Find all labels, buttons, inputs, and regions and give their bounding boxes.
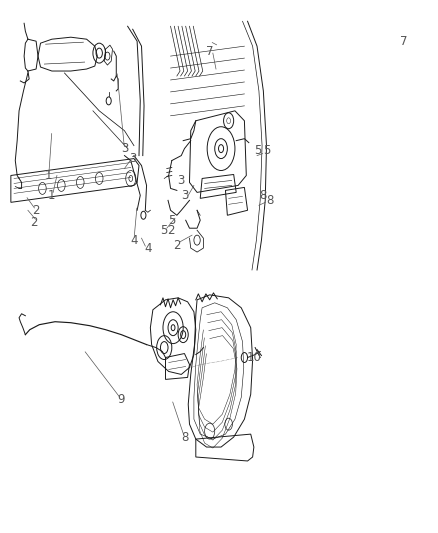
Text: 3: 3 xyxy=(129,152,136,165)
Text: 8: 8 xyxy=(266,194,273,207)
Text: 9: 9 xyxy=(117,393,125,406)
Text: 2: 2 xyxy=(167,224,174,237)
Text: 10: 10 xyxy=(247,351,261,364)
Text: 3: 3 xyxy=(121,142,128,155)
Text: 3: 3 xyxy=(181,189,188,202)
Text: 8: 8 xyxy=(260,189,267,202)
Text: 2: 2 xyxy=(32,204,40,217)
Text: 2: 2 xyxy=(173,239,180,252)
Text: 5: 5 xyxy=(168,214,176,227)
Text: 1: 1 xyxy=(48,189,56,202)
Text: 7: 7 xyxy=(206,45,213,58)
Text: 8: 8 xyxy=(181,431,188,443)
Text: 7: 7 xyxy=(400,35,408,47)
Text: 2: 2 xyxy=(31,216,38,229)
Text: 5: 5 xyxy=(263,144,270,157)
Text: 1: 1 xyxy=(45,169,53,182)
Text: 4: 4 xyxy=(144,241,152,255)
Text: 5: 5 xyxy=(254,144,262,157)
Text: 4: 4 xyxy=(130,233,138,247)
Text: 5: 5 xyxy=(161,224,168,237)
Text: 3: 3 xyxy=(177,174,185,187)
